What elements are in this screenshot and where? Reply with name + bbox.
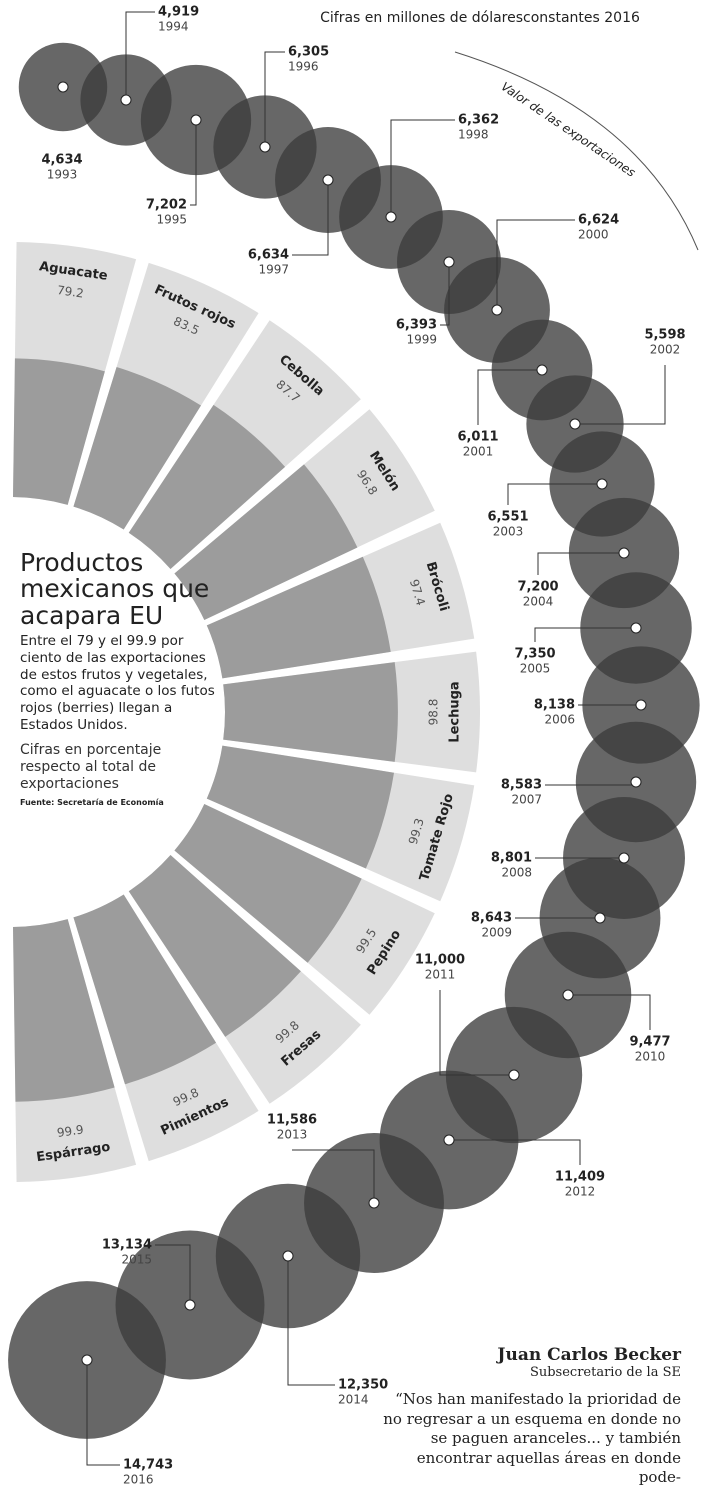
- dot: [631, 777, 641, 787]
- value-label: 11,000: [415, 953, 465, 968]
- dot: [595, 913, 605, 923]
- value-label: 5,598: [644, 328, 685, 343]
- value-label: 14,743: [123, 1458, 173, 1473]
- dot: [597, 479, 607, 489]
- dot: [121, 95, 131, 105]
- value-label: 8,583: [501, 778, 542, 793]
- year-label: 2003: [493, 525, 524, 539]
- year-label: 1997: [258, 263, 289, 277]
- dot: [58, 82, 68, 92]
- dot: [283, 1251, 293, 1261]
- dot: [369, 1198, 379, 1208]
- dot: [444, 257, 454, 267]
- value-label: 4,919: [158, 5, 199, 20]
- category-label: Lechuga: [448, 681, 463, 742]
- value-label: 7,350: [514, 647, 555, 662]
- arc-line: [455, 52, 698, 250]
- year-label: 2005: [520, 662, 551, 676]
- chart-title: Valor de las exportaciones: [499, 79, 638, 179]
- year-label: 2013: [277, 1128, 308, 1142]
- year-label: 1998: [458, 128, 489, 142]
- year-label: 2015: [121, 1253, 152, 1267]
- year-label: 2002: [650, 343, 681, 357]
- year-label: 2006: [544, 713, 575, 727]
- dot: [323, 175, 333, 185]
- value-label: 98.8: [427, 699, 441, 726]
- value-label: 8,801: [491, 851, 532, 866]
- quote: Juan Carlos Becker Subsecretario de la S…: [381, 1345, 681, 1488]
- dot: [260, 142, 270, 152]
- dot: [537, 365, 547, 375]
- quote-name: Juan Carlos Becker: [381, 1345, 681, 1365]
- value-label: 6,305: [288, 45, 329, 60]
- year-label: 2007: [511, 793, 542, 807]
- value-label: 6,624: [578, 213, 619, 228]
- value-label: 6,634: [248, 248, 289, 263]
- quote-role: Subsecretario de la SE: [381, 1365, 681, 1380]
- year-label: 2011: [425, 968, 456, 982]
- source: Fuente: Secretaría de Economía: [20, 798, 225, 807]
- value-label: 7,202: [146, 198, 187, 213]
- dot: [619, 853, 629, 863]
- dot: [386, 212, 396, 222]
- year-label: 2012: [565, 1185, 596, 1199]
- dot: [570, 419, 580, 429]
- year-label: 2010: [635, 1050, 666, 1064]
- value-label: 8,138: [534, 698, 575, 713]
- infographic: Cifras en millones de dólaresconstantes …: [0, 0, 701, 1493]
- year-label: 2009: [481, 926, 512, 940]
- value-label: 6,393: [396, 318, 437, 333]
- wedge: [223, 662, 398, 762]
- chart-subtitle: Cifras en millones de dólaresconstantes …: [320, 10, 640, 26]
- dot: [492, 305, 502, 315]
- value-label: 7,200: [517, 580, 558, 595]
- dot: [619, 548, 629, 558]
- year-label: 2001: [463, 445, 494, 459]
- chart-subtitle: Entre el 79 y el 99.9 por ciento de las …: [20, 633, 225, 734]
- value-label: 4,634: [41, 153, 82, 168]
- dot: [185, 1300, 195, 1310]
- dot: [563, 990, 573, 1000]
- dot: [631, 623, 641, 633]
- dot: [509, 1070, 519, 1080]
- year-label: 2014: [338, 1393, 369, 1407]
- radial-panel: Productos mexicanos que acapara EU Entre…: [20, 550, 225, 807]
- value-label: 8,643: [471, 911, 512, 926]
- value-label: 13,134: [102, 1238, 152, 1253]
- year-label: 2004: [523, 595, 554, 609]
- dot: [636, 700, 646, 710]
- value-label: 6,011: [457, 430, 498, 445]
- quote-text: “Nos han manifestado la prioridad de no …: [381, 1390, 681, 1488]
- value-label: 11,586: [267, 1113, 317, 1128]
- year-label: 1995: [156, 213, 187, 227]
- year-label: 1994: [158, 20, 189, 34]
- chart-title: Productos mexicanos que acapara EU: [20, 550, 225, 629]
- year-label: 2000: [578, 228, 609, 242]
- dot: [82, 1355, 92, 1365]
- year-label: 1993: [47, 168, 78, 182]
- value-label: 6,362: [458, 113, 499, 128]
- year-label: 1996: [288, 60, 319, 74]
- year-label: 2008: [501, 866, 532, 880]
- value-label: 6,551: [487, 510, 528, 525]
- value-label: 9,477: [629, 1035, 670, 1050]
- year-label: 1999: [406, 333, 437, 347]
- chart-note: Cifras en porcentaje respecto al total d…: [20, 742, 225, 792]
- dot: [191, 115, 201, 125]
- dot: [444, 1135, 454, 1145]
- value-label: 11,409: [555, 1170, 605, 1185]
- year-label: 2016: [123, 1473, 154, 1487]
